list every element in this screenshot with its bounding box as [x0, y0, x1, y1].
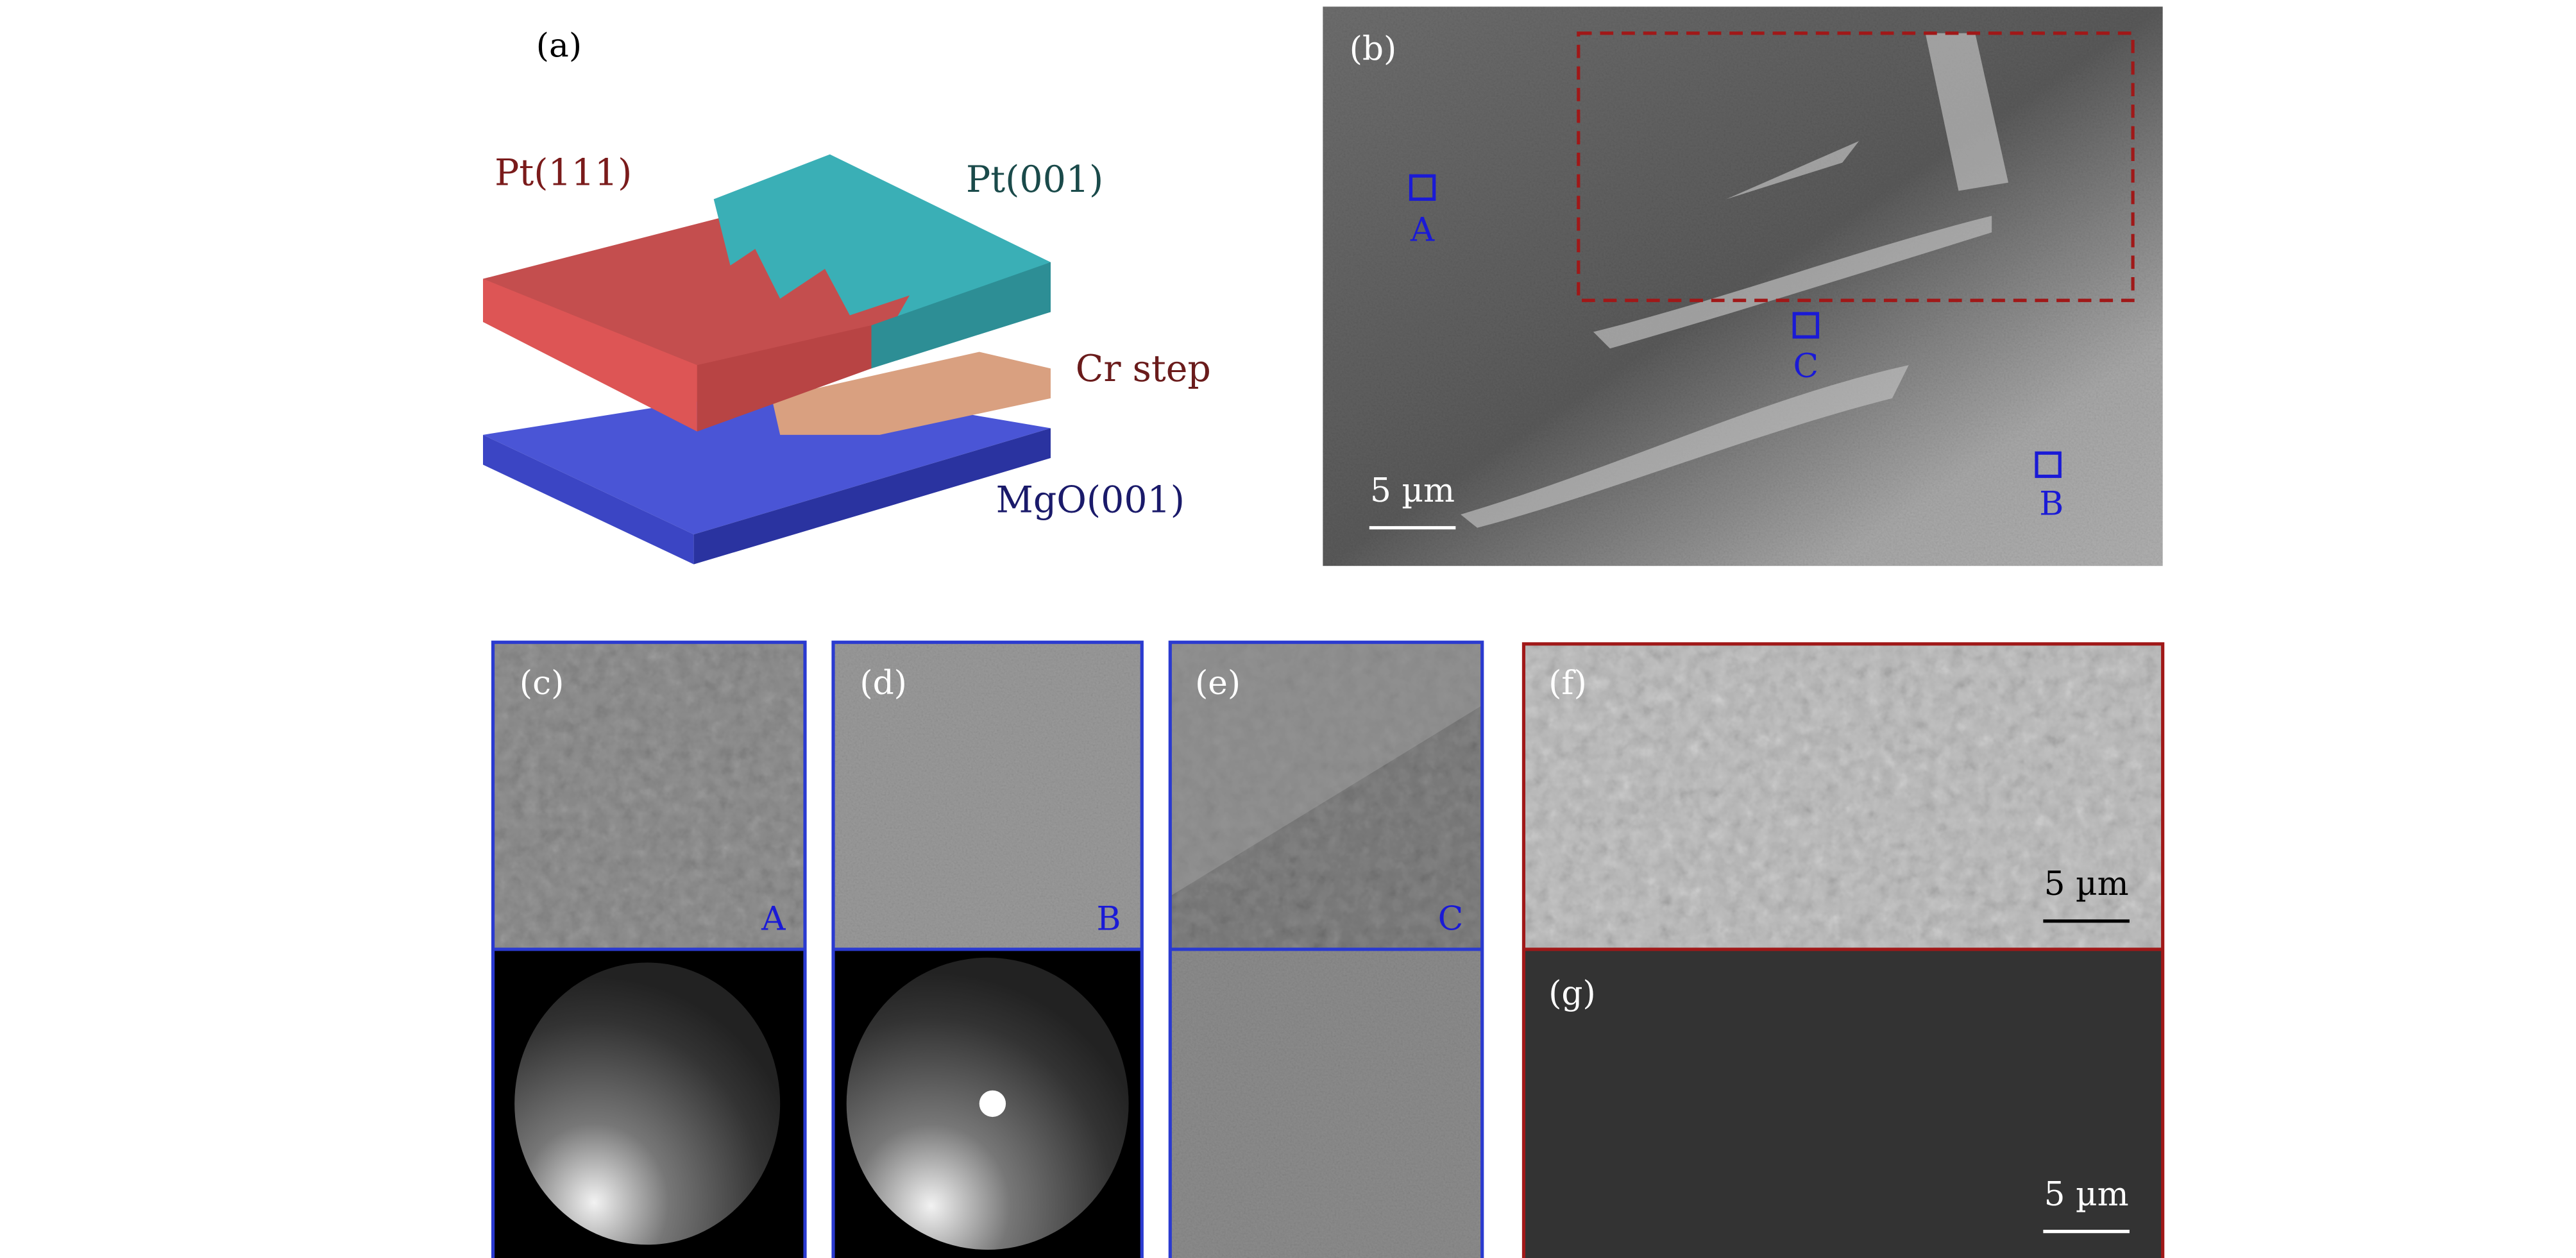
- frame: [491, 640, 807, 1258]
- marker-label: B: [2039, 485, 2063, 523]
- pt111-side: [483, 278, 697, 432]
- domains: [1461, 33, 2009, 528]
- frame: [1521, 642, 2165, 1258]
- panel-label: (b): [1350, 30, 1396, 69]
- frame: [1168, 640, 1484, 1258]
- panel-label: (a): [536, 27, 582, 65]
- image: [1523, 643, 2163, 949]
- layer-stack: [483, 154, 1051, 565]
- layer-label: MgO(001): [996, 479, 1185, 521]
- image: [493, 642, 805, 949]
- domain: [1170, 642, 1482, 897]
- panel-label: (f): [1548, 664, 1587, 702]
- panel-c: (c) A: [491, 640, 807, 1258]
- micrograph-b: A C B 5 µm (b): [1323, 6, 2163, 566]
- layer-label: Pt(111): [495, 152, 632, 194]
- marker-label: C: [1793, 347, 1819, 386]
- image: [833, 642, 1142, 949]
- scale-label: 5 µm: [2044, 1175, 2129, 1214]
- marker-label: C: [1438, 899, 1464, 938]
- panel-label: (e): [1195, 664, 1241, 702]
- pt001-front: [871, 262, 1051, 369]
- panel-label: (d): [860, 664, 906, 702]
- marker-label: B: [1097, 899, 1121, 938]
- scale-label: 5 µm: [2044, 865, 2129, 903]
- marker-label: A: [1410, 211, 1435, 250]
- marker-box: [2035, 451, 2062, 479]
- layer-label: Pt(001): [966, 158, 1103, 201]
- diffraction: [514, 962, 781, 1245]
- mgo-front: [693, 428, 1051, 565]
- spot: [979, 1090, 1006, 1118]
- image: [1323, 6, 2163, 566]
- image: [1170, 949, 1482, 1258]
- panel-d: (d) B: [831, 640, 1144, 1258]
- mgo-side: [483, 434, 694, 565]
- panel-label: (g): [1548, 974, 1595, 1013]
- frame: [831, 640, 1144, 1258]
- layer-label: Cr step: [1076, 348, 1211, 390]
- scale-label: 5 µm: [1370, 472, 1455, 510]
- cr-step: [772, 352, 1051, 435]
- panel-e: (e) C: [1168, 640, 1484, 1258]
- panel-fg: (f) 5 µm (g) 5 µm: [1521, 642, 2165, 1258]
- image: [1523, 949, 2163, 1258]
- marker-box: [1409, 174, 1436, 201]
- panel-label: (c): [520, 664, 564, 702]
- pt111-front: [697, 325, 872, 432]
- marker-label: A: [761, 899, 786, 938]
- marker-box: [1792, 312, 1820, 339]
